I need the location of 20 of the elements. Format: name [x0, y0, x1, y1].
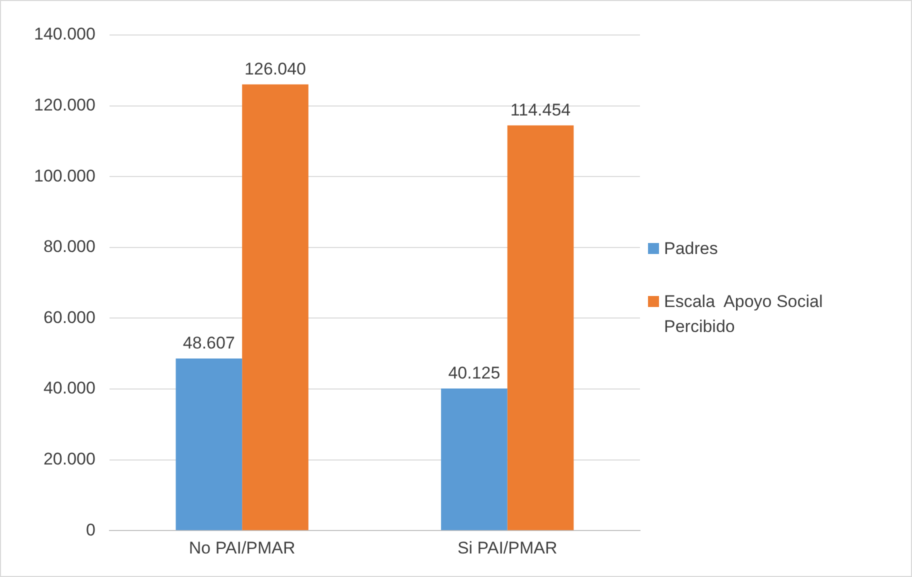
y-tick-label: 140.000	[34, 24, 96, 44]
y-tick-label: 40.000	[43, 378, 96, 398]
data-label: 40.125	[448, 364, 500, 383]
bar	[176, 358, 242, 530]
legend-label: Padres	[664, 238, 719, 260]
x-tick-label: Si PAI/PMAR	[457, 538, 558, 558]
x-tick-label: No PAI/PMAR	[188, 538, 296, 558]
y-tick-label: 60.000	[43, 308, 96, 327]
bar	[242, 84, 308, 530]
data-label: 126.040	[244, 60, 306, 79]
y-tick-label: 100.000	[34, 166, 96, 186]
legend-label: Escala Apoyo Social Percibido	[664, 291, 824, 338]
y-tick-label: 0	[86, 520, 96, 540]
y-tick-label: 120.000	[34, 95, 96, 114]
y-tick-label: 20.000	[43, 449, 96, 468]
bar	[507, 125, 574, 530]
data-label: 114.454	[510, 100, 571, 120]
bar	[441, 388, 508, 530]
data-label: 48.607	[182, 334, 235, 353]
y-tick-label: 80.000	[43, 237, 96, 256]
